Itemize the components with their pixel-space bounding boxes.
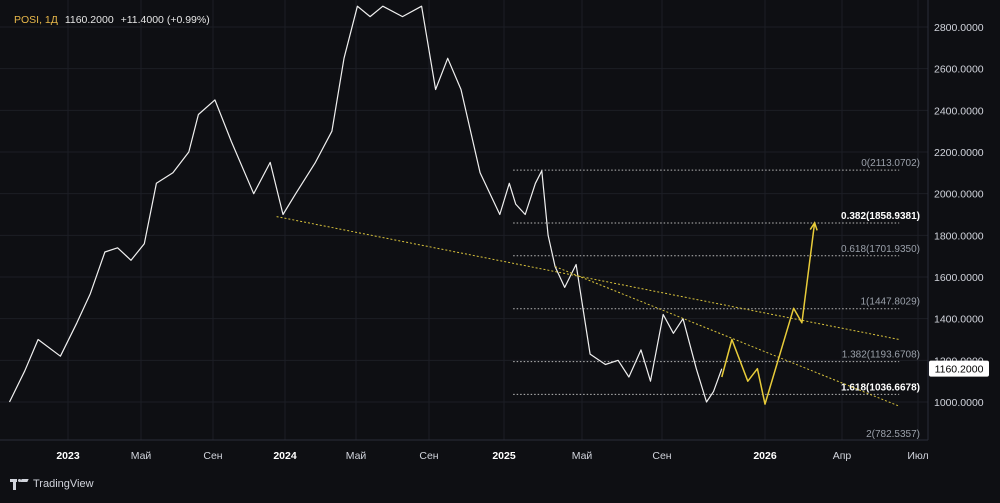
time-axis-label: Май (131, 450, 152, 462)
time-axis-label: Сен (203, 450, 222, 462)
last-price: 1160.2000 (64, 14, 114, 26)
branding-text: TradingView (33, 478, 94, 490)
price-axis-label: 2200.0000 (934, 147, 984, 159)
forecast-path (721, 222, 816, 405)
price-series-line (8, 5, 723, 403)
time-axis-label: Апр (833, 450, 852, 462)
fib-level-label: 0(2113.0702) (861, 158, 920, 169)
current-price-label: 1160.2000 (935, 364, 984, 376)
time-axis-label: Сен (652, 450, 671, 462)
fib-level-label: 0.382(1858.9381) (841, 211, 920, 222)
trendline (554, 266, 900, 407)
price-axis-label: 2800.0000 (934, 22, 984, 34)
fib-level-label: 1.382(1193.6708) (842, 350, 920, 361)
price-change: +11.4000 (+0.99%) (120, 14, 210, 26)
price-axis-label: 2400.0000 (934, 105, 984, 117)
symbol-legend: POSI, 1Д 1160.2000 +11.4000 (+0.99%) (14, 14, 210, 26)
time-axis-label: 2025 (492, 450, 516, 462)
time-axis-label: Сен (419, 450, 438, 462)
time-axis-label: Июл (907, 450, 928, 462)
trendline (276, 216, 900, 340)
fib-level-label: 0.618(1701.9350) (841, 244, 920, 255)
price-axis-label: 1800.0000 (934, 230, 984, 242)
time-axis-label: 2023 (56, 450, 80, 462)
symbol-label: POSI, 1Д (14, 14, 58, 26)
tradingview-logo-icon (10, 478, 29, 490)
time-axis-label: 2026 (753, 450, 777, 462)
grid-lines (0, 0, 928, 440)
time-axis-label: 2024 (273, 450, 297, 462)
current-price-box (929, 360, 989, 377)
time-axis-label: Май (572, 450, 593, 462)
price-axis-label: 1400.0000 (934, 314, 984, 326)
price-axis-label: 2600.0000 (934, 64, 984, 76)
price-axis-label: 1600.0000 (934, 272, 984, 284)
time-axis: 2023 Май Сен 2024 Май Сен 2025 Май Сен 2026 Апр Июл (0, 439, 929, 462)
price-axis-label: 2000.0000 (934, 189, 984, 201)
fibonacci-levels: 0(2113.0702) 0.382(1858.9381) 0.618(1701.9… (513, 158, 920, 440)
price-axis-label: 1000.0000 (934, 397, 984, 409)
time-axis-label: Май (346, 450, 367, 462)
fib-level-label: 1.618(1036.6678) (841, 382, 920, 393)
forecast-arrowhead (809, 221, 818, 231)
price-axis: 1000.00001200.00001400.00001600.00001800… (927, 0, 989, 440)
tradingview-branding[interactable]: TradingView (10, 478, 94, 490)
fib-level-label: 1(1447.8029) (861, 297, 921, 308)
fib-level-label: 2(782.5357) (866, 429, 920, 440)
